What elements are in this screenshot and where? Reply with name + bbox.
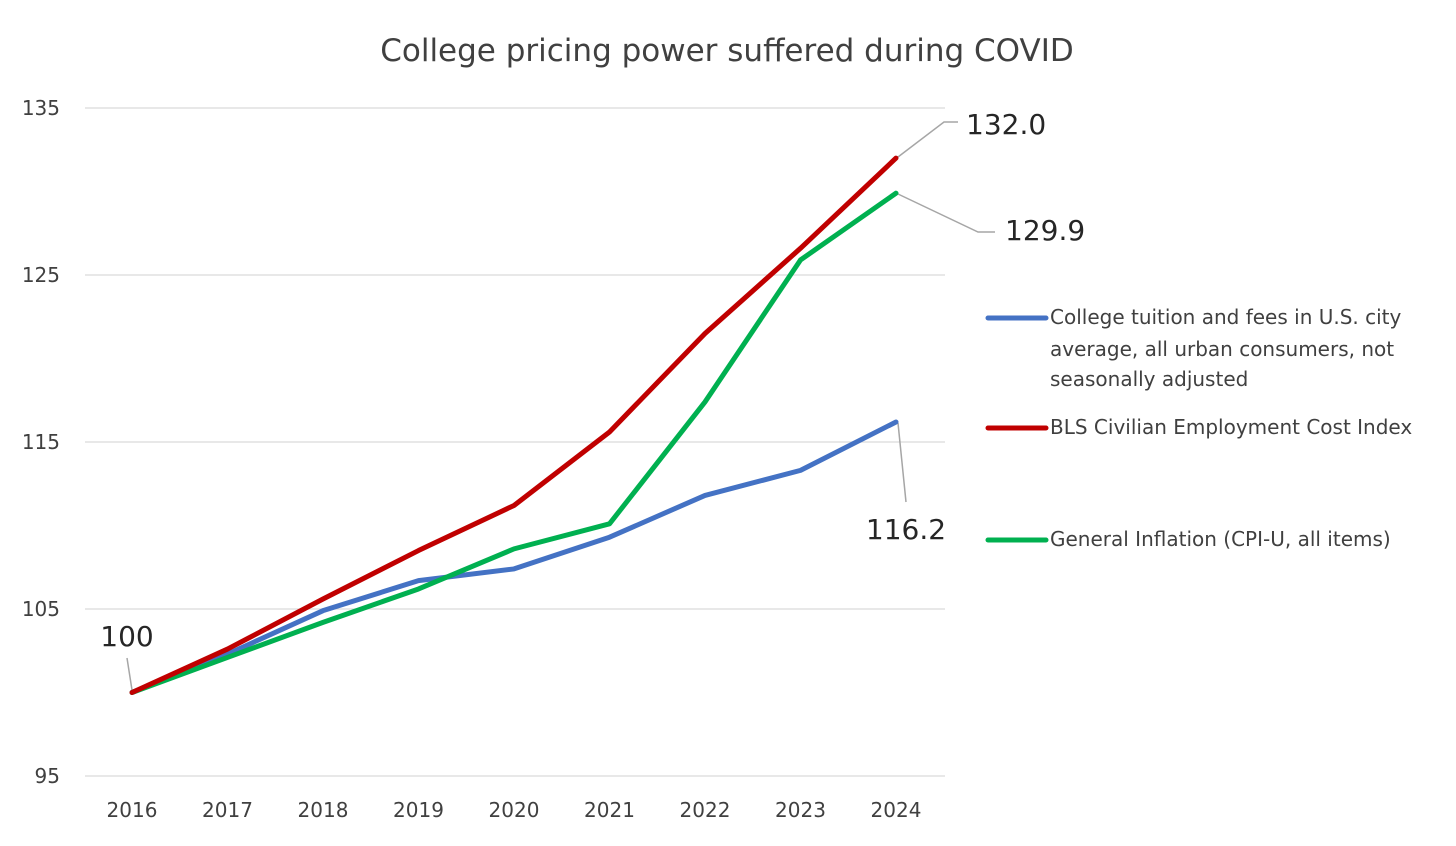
- annotation-leader: [897, 193, 995, 233]
- legend-label: BLS Civilian Employment Cost Index: [1050, 415, 1412, 439]
- y-tick-label: 95: [35, 764, 60, 788]
- x-tick-label: 2021: [584, 798, 635, 822]
- annotation-leaders: [126, 121, 995, 691]
- y-tick-label: 135: [22, 96, 60, 120]
- legend-label: General Inflation (CPI-U, all items): [1050, 527, 1391, 551]
- x-tick-label: 2017: [202, 798, 253, 822]
- series-line-3: [129, 190, 899, 695]
- y-tick-label: 105: [22, 597, 60, 621]
- data-label: 116.2: [866, 513, 946, 546]
- gridlines: [85, 107, 945, 777]
- x-tick-label: 2022: [680, 798, 731, 822]
- legend-label: seasonally adjusted: [1050, 367, 1248, 391]
- x-tick-label: 2016: [107, 798, 158, 822]
- data-label: 132.0: [966, 108, 1046, 141]
- annotation-leader: [126, 657, 133, 691]
- data-label: 129.9: [1005, 214, 1085, 247]
- series-line-1: [129, 419, 899, 695]
- series-lines: [129, 155, 899, 695]
- y-tick-label: 125: [22, 263, 60, 287]
- data-label: 100: [100, 620, 153, 653]
- x-tick-label: 2019: [393, 798, 444, 822]
- x-tick-label: 2023: [775, 798, 826, 822]
- data-labels: 100 132.0 129.9 116.2: [100, 108, 1085, 653]
- annotation-leader: [897, 121, 958, 158]
- x-tick-label: 2020: [489, 798, 540, 822]
- legend: College tuition and fees in U.S. city ave…: [985, 305, 1412, 551]
- legend-label: College tuition and fees in U.S. city: [1050, 305, 1402, 329]
- x-axis-ticks: 2016 2017 2018 2019 2020 2021 2022 2023 2024: [107, 798, 922, 822]
- x-tick-label: 2018: [298, 798, 349, 822]
- y-axis-ticks: 95 105 115 125 135: [22, 96, 60, 788]
- series-line-2: [129, 155, 899, 695]
- chart-title: College pricing power suffered during CO…: [380, 33, 1074, 69]
- annotation-leader: [897, 422, 907, 503]
- y-tick-label: 115: [22, 430, 60, 454]
- x-tick-label: 2024: [871, 798, 922, 822]
- legend-label: average, all urban consumers, not: [1050, 337, 1394, 361]
